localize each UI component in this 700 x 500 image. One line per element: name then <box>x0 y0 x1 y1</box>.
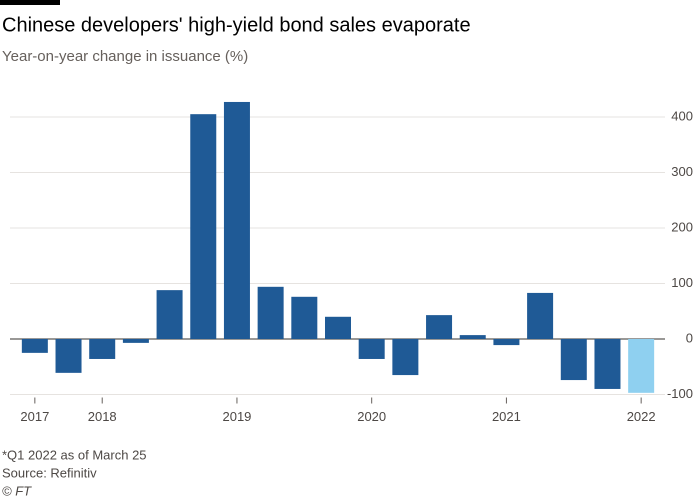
bar <box>493 338 520 346</box>
chart-title: Chinese developers' high-yield bond sale… <box>2 14 471 36</box>
footnote: *Q1 2022 as of March 25 <box>2 447 147 462</box>
bar <box>190 114 217 339</box>
x-tick-label: 2021 <box>492 409 521 424</box>
bar <box>257 286 284 339</box>
bar <box>560 338 587 381</box>
y-tick-label: 200 <box>671 219 693 234</box>
bar <box>223 101 250 339</box>
bar <box>55 338 82 373</box>
y-tick-label: 0 <box>686 330 693 345</box>
x-tick-label: 2020 <box>357 409 386 424</box>
x-tick-label: 2019 <box>222 409 251 424</box>
y-tick-label: 100 <box>671 275 693 290</box>
bar <box>358 338 385 359</box>
source: Source: Refinitiv <box>2 465 97 480</box>
x-tick-label: 2022 <box>627 409 656 424</box>
bar <box>89 338 116 359</box>
bar <box>594 338 621 389</box>
bar <box>291 296 318 339</box>
bar <box>156 290 183 339</box>
x-tick-label: 2017 <box>20 409 49 424</box>
bar <box>21 338 48 353</box>
bar <box>325 316 351 339</box>
credit: © FT <box>2 483 32 498</box>
y-tick-label: -100 <box>667 386 693 401</box>
y-tick-label: 300 <box>671 164 693 179</box>
bar <box>122 338 149 343</box>
bar <box>426 315 453 339</box>
x-tick-label: 2018 <box>88 409 117 424</box>
bar <box>459 335 486 339</box>
bar <box>392 338 419 376</box>
y-tick-label: 400 <box>671 108 693 123</box>
brand-bar <box>0 0 60 5</box>
bar <box>628 338 655 393</box>
bar <box>527 292 554 339</box>
chart-subtitle: Year-on-year change in issuance (%) <box>2 48 248 65</box>
